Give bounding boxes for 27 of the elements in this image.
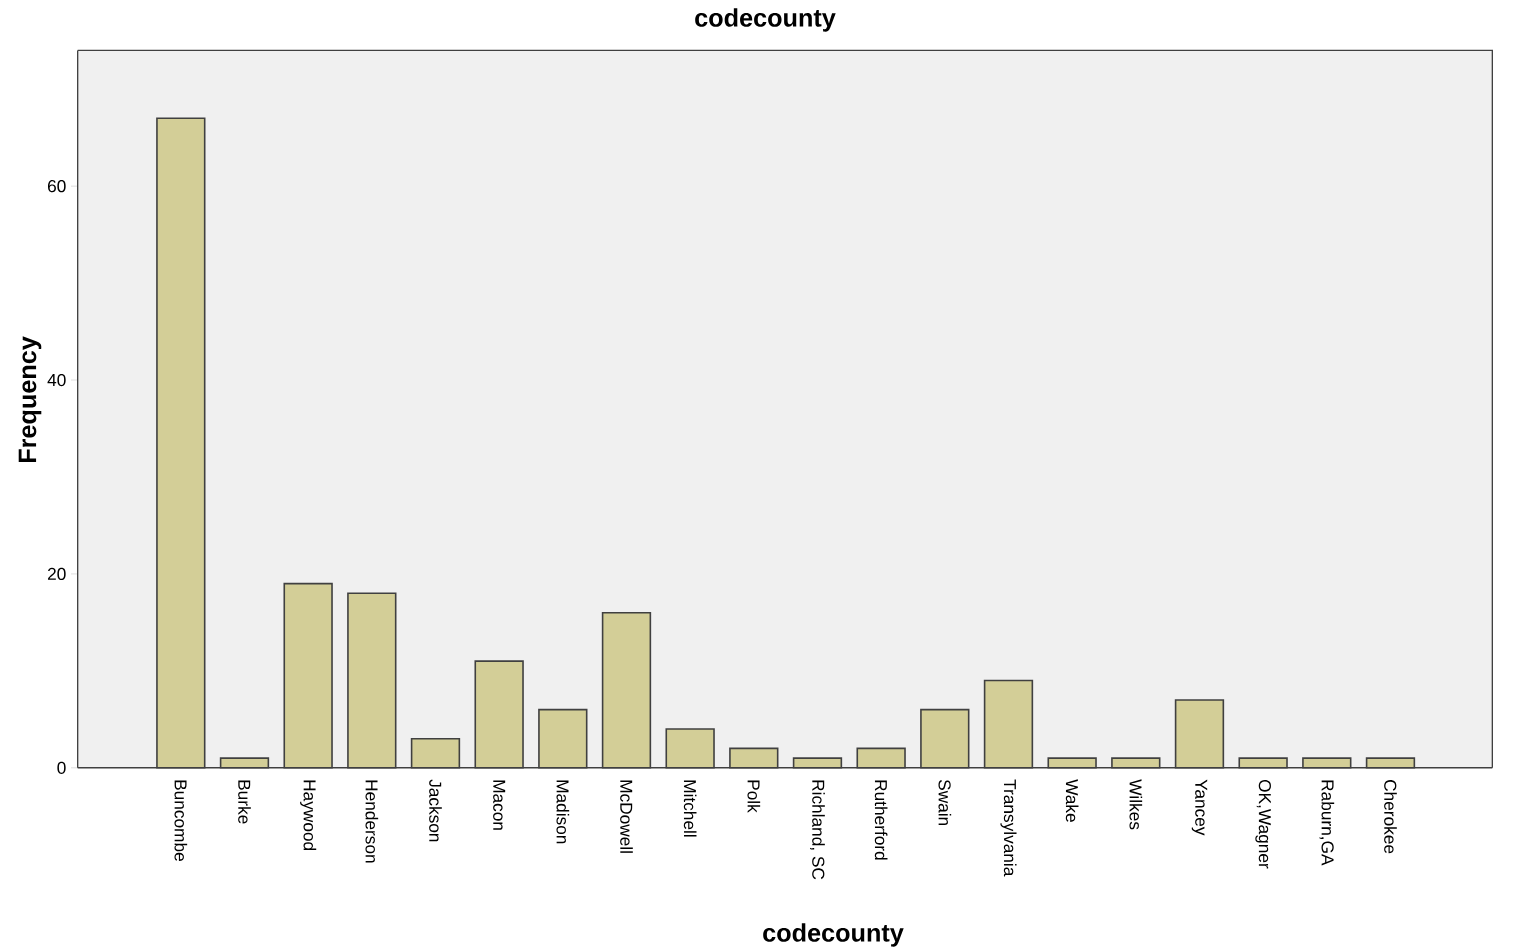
x-tick-label: McDowell — [620, 780, 633, 853]
y-tick-label: 0 — [57, 761, 66, 774]
x-tick-label: Macon — [493, 780, 506, 830]
x-tick-label: Wilkes — [1129, 779, 1143, 830]
x-tick-label: Raburn,GA — [1319, 780, 1335, 866]
x-tick-label: Cherokee — [1384, 779, 1397, 854]
x-tick-label: Rutherford — [874, 780, 888, 860]
x-tick-label: Madison — [556, 780, 570, 844]
x-tick-label: Buncombe — [174, 780, 188, 861]
x-tick-label: Yancey — [1191, 779, 1208, 836]
x-tick-label: Haywood — [300, 780, 317, 850]
x-tick-label: Henderson — [365, 780, 379, 863]
y-tick-label: 20 — [47, 567, 66, 580]
x-tick-label: Mitchell — [683, 780, 697, 837]
y-tick-label: 60 — [47, 179, 66, 193]
x-tick-label: OK,Wagner — [1255, 779, 1271, 869]
x-tick-label: Burke — [238, 780, 251, 824]
x-tick-label: Jackson — [429, 779, 442, 842]
x-tick-label: Polk — [747, 780, 761, 813]
x-tick-label: Transylvania — [1000, 779, 1017, 877]
y-tick-label: 40 — [47, 373, 66, 387]
x-tick-label: Swain — [938, 779, 952, 825]
chart-title: codecounty — [695, 8, 836, 32]
y-axis-title: Frequency — [18, 336, 42, 463]
x-axis-title: codecounty — [763, 923, 904, 947]
x-tick-label: Wake — [1065, 779, 1079, 822]
x-tick-label: Richland, SC — [810, 780, 825, 880]
